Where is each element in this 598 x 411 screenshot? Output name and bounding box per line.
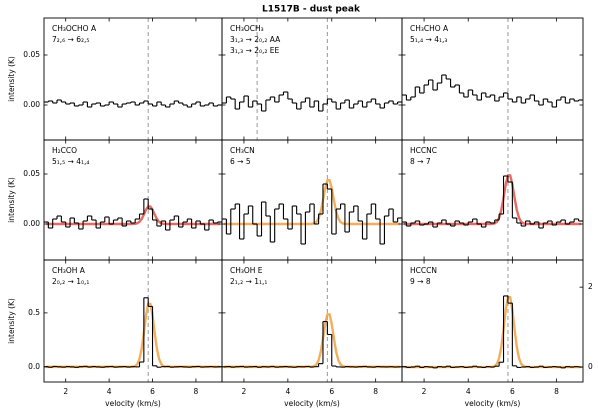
y-tick-label: 0.5 <box>28 308 40 317</box>
y-axis-label: intensity (K) <box>7 298 16 344</box>
panel-label: 9 → 8 <box>410 277 431 286</box>
panel <box>402 18 583 140</box>
panel-label: 5₁,₅ → 4₁,₄ <box>52 157 89 166</box>
panel <box>222 18 402 140</box>
y-tick-label: 0.00 <box>23 100 40 109</box>
y-tick-label: 0.05 <box>23 50 40 59</box>
step-riser <box>47 297 219 368</box>
y-tick-label: 0.0 <box>28 362 40 371</box>
panel-label: 6 → 5 <box>230 157 251 166</box>
y-tick-label: 0.05 <box>23 169 40 178</box>
step-riser <box>405 75 580 107</box>
panel <box>402 140 583 260</box>
y-tick-label: 0.00 <box>23 219 40 228</box>
x-tick-label: 8 <box>554 387 559 396</box>
step-riser <box>47 199 219 230</box>
panel <box>44 260 222 382</box>
x-axis-label: velocity (km/s) <box>105 399 161 408</box>
y2-tick-label: 0 <box>588 362 593 371</box>
x-tick-label: 4 <box>285 387 290 396</box>
y2-tick-label: 2 <box>588 282 593 291</box>
step-riser <box>225 92 399 111</box>
step-riser <box>405 176 580 228</box>
panel-label: CH₃OCHO A <box>52 24 97 33</box>
x-tick-label: 6 <box>510 387 515 396</box>
panel-label: 2₁,₂ → 1₁,₁ <box>230 277 267 286</box>
panel-label: CH₃OCH₃ <box>230 24 264 33</box>
fit-line <box>404 295 581 369</box>
panel <box>44 18 222 140</box>
panel-label: 7₂,₆ → 6₂,₅ <box>52 35 89 44</box>
panel <box>402 260 583 382</box>
panel-label: CH₃OH A <box>52 266 86 275</box>
y-axis-label: intensity (K) <box>7 177 16 223</box>
fit-line <box>46 302 220 369</box>
x-tick-label: 2 <box>242 387 247 396</box>
panel <box>222 140 402 260</box>
panel <box>222 260 402 382</box>
x-axis-label: velocity (km/s) <box>284 399 340 408</box>
panel-label: 8 → 7 <box>410 157 431 166</box>
step-riser <box>405 295 580 368</box>
panel-label: HCCCN <box>410 266 437 275</box>
panel-label: 3₁,₃ → 2₀,₂ EE <box>230 46 280 55</box>
panel-label: CH₃CN <box>230 146 255 155</box>
panel-label: CH₃OH E <box>230 266 263 275</box>
x-tick-label: 2 <box>422 387 427 396</box>
step-riser <box>225 321 399 368</box>
x-tick-label: 4 <box>107 387 112 396</box>
panel-label: 3₁,₃ → 2₀,₂ AA <box>230 35 281 44</box>
panel <box>44 140 222 260</box>
x-tick-label: 8 <box>194 387 199 396</box>
x-axis-label: velocity (km/s) <box>465 399 521 408</box>
panel-label: H₂CCO <box>52 146 77 155</box>
x-tick-label: 2 <box>63 387 68 396</box>
fit-line <box>224 313 400 369</box>
step-riser <box>225 184 399 244</box>
panel-label: 2₀,₂ → 1₀,₁ <box>52 277 89 286</box>
y-axis-label: intensity (K) <box>7 56 16 102</box>
fit-line <box>404 174 581 226</box>
panel-frame <box>401 259 584 383</box>
panel-label: 5₁,₄ → 4₁,₃ <box>410 35 447 44</box>
step-riser <box>47 100 219 107</box>
x-tick-label: 8 <box>373 387 378 396</box>
x-tick-label: 6 <box>150 387 155 396</box>
panel-label: CH₃CHO A <box>410 24 449 33</box>
fit-line <box>224 179 400 226</box>
x-tick-label: 6 <box>329 387 334 396</box>
panel-label: HCCNC <box>410 146 437 155</box>
fit-line <box>46 205 220 226</box>
figure-title: L1517B - dust peak <box>262 5 361 15</box>
x-tick-label: 4 <box>466 387 471 396</box>
